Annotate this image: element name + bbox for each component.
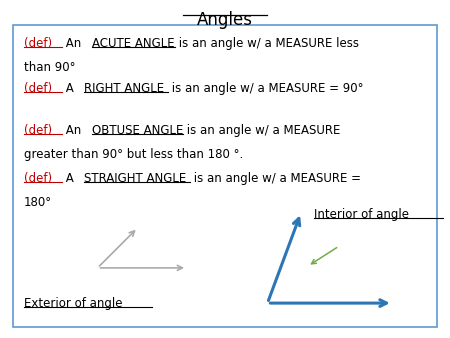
Text: Interior of angle: Interior of angle: [315, 208, 410, 221]
Text: is an angle w/ a MEASURE = 90°: is an angle w/ a MEASURE = 90°: [167, 82, 363, 95]
Text: (def): (def): [24, 172, 52, 185]
Text: A: A: [62, 82, 77, 95]
Text: ACUTE ANGLE: ACUTE ANGLE: [92, 37, 175, 50]
Text: RIGHT ANGLE: RIGHT ANGLE: [84, 82, 164, 95]
Text: An: An: [62, 37, 85, 50]
Text: A: A: [62, 172, 77, 185]
Text: STRAIGHT ANGLE: STRAIGHT ANGLE: [84, 172, 187, 185]
Text: is an angle w/ a MEASURE =: is an angle w/ a MEASURE =: [190, 172, 361, 185]
Text: greater than 90° but less than 180 °.: greater than 90° but less than 180 °.: [24, 148, 243, 161]
Text: Exterior of angle: Exterior of angle: [24, 297, 122, 310]
Text: than 90°: than 90°: [24, 61, 75, 74]
Text: is an angle w/ a MEASURE less: is an angle w/ a MEASURE less: [175, 37, 359, 50]
Text: An: An: [62, 124, 85, 137]
Text: (def): (def): [24, 37, 52, 50]
Text: 180°: 180°: [24, 196, 52, 210]
Text: Angles: Angles: [197, 11, 253, 29]
Text: is an angle w/ a MEASURE: is an angle w/ a MEASURE: [183, 124, 340, 137]
Text: (def): (def): [24, 124, 52, 137]
Text: (def): (def): [24, 82, 52, 95]
Text: OBTUSE ANGLE: OBTUSE ANGLE: [92, 124, 183, 137]
